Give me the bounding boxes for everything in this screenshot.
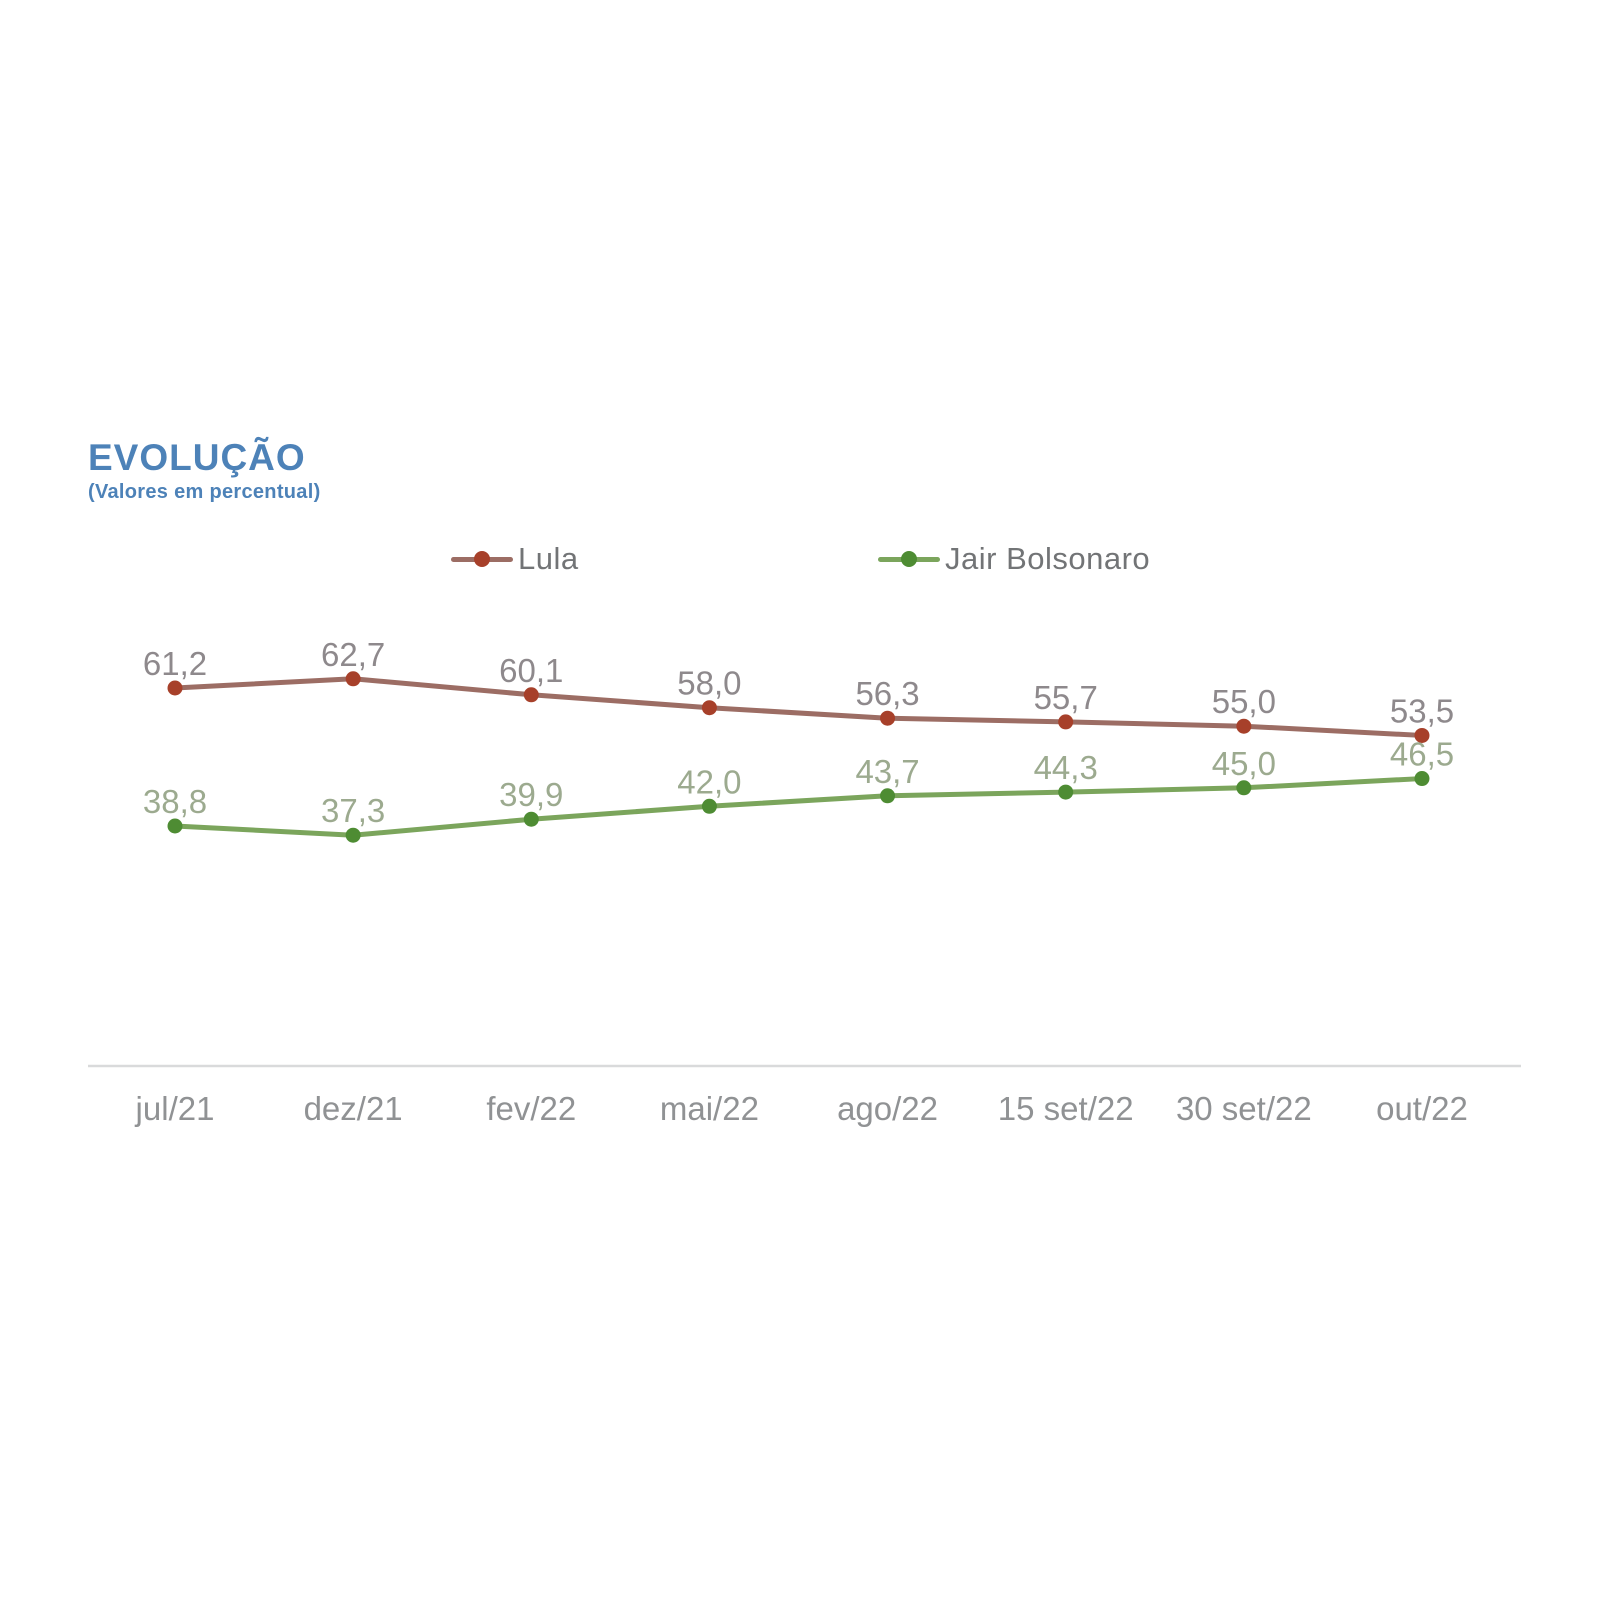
value-label: 45,0 — [1212, 745, 1276, 782]
data-point-bolsonaro — [523, 811, 539, 827]
value-label: 53,5 — [1390, 692, 1454, 729]
legend-item-lula: Lula — [451, 540, 579, 578]
value-label: 60,1 — [499, 652, 563, 689]
lula-dot-icon — [474, 551, 490, 567]
data-point-lula — [701, 700, 717, 716]
value-label: 58,0 — [677, 665, 741, 702]
data-point-bolsonaro — [701, 798, 717, 814]
data-point-bolsonaro — [1414, 771, 1430, 787]
data-point-bolsonaro — [1236, 780, 1252, 796]
data-point-lula — [880, 710, 896, 726]
series-line-lula — [172, 676, 1425, 738]
series-line-bolsonaro — [172, 776, 1425, 838]
x-tick-label: mai/22 — [660, 1090, 759, 1127]
x-tick-label: fev/22 — [486, 1090, 576, 1127]
data-point-lula — [1058, 714, 1074, 730]
data-point-bolsonaro — [1058, 784, 1074, 800]
value-label: 55,0 — [1212, 683, 1276, 720]
lula-line-icon — [451, 551, 513, 567]
value-label: 44,3 — [1034, 749, 1098, 786]
value-label: 43,7 — [855, 753, 919, 790]
chart-title: EVOLUÇÃO — [88, 437, 306, 478]
data-point-lula — [1414, 727, 1430, 743]
x-tick-label: dez/21 — [304, 1090, 403, 1127]
value-label: 61,2 — [143, 645, 207, 682]
data-point-bolsonaro — [345, 827, 361, 843]
title-block: EVOLUÇÃO (Valores em percentual) — [88, 437, 321, 504]
bolsonaro-line-icon — [878, 551, 940, 567]
x-tick-label: 30 set/22 — [1176, 1090, 1312, 1127]
value-label: 62,7 — [321, 636, 385, 673]
data-point-lula — [523, 687, 539, 703]
value-label: 42,0 — [677, 763, 741, 800]
value-label: 38,8 — [143, 783, 207, 820]
legend-label-lula: Lula — [518, 541, 579, 576]
value-label: 39,9 — [499, 776, 563, 813]
value-label: 46,5 — [1390, 736, 1454, 773]
x-tick-label: out/22 — [1376, 1090, 1468, 1127]
x-tick-label: jul/21 — [135, 1090, 215, 1127]
data-point-lula — [1236, 718, 1252, 734]
data-point-lula — [167, 680, 183, 696]
value-label: 37,3 — [321, 792, 385, 829]
data-point-lula — [345, 671, 361, 687]
legend-label-bolsonaro: Jair Bolsonaro — [945, 541, 1151, 576]
bolsonaro-dot-icon — [901, 551, 917, 567]
legend-item-bolsonaro: Jair Bolsonaro — [878, 540, 1150, 578]
x-tick-label: ago/22 — [837, 1090, 938, 1127]
value-label: 56,3 — [855, 675, 919, 712]
chart-subtitle: (Valores em percentual) — [88, 480, 321, 503]
x-tick-label: 15 set/22 — [998, 1090, 1134, 1127]
data-point-bolsonaro — [167, 818, 183, 834]
data-point-bolsonaro — [880, 788, 896, 804]
value-label: 55,7 — [1034, 679, 1098, 716]
